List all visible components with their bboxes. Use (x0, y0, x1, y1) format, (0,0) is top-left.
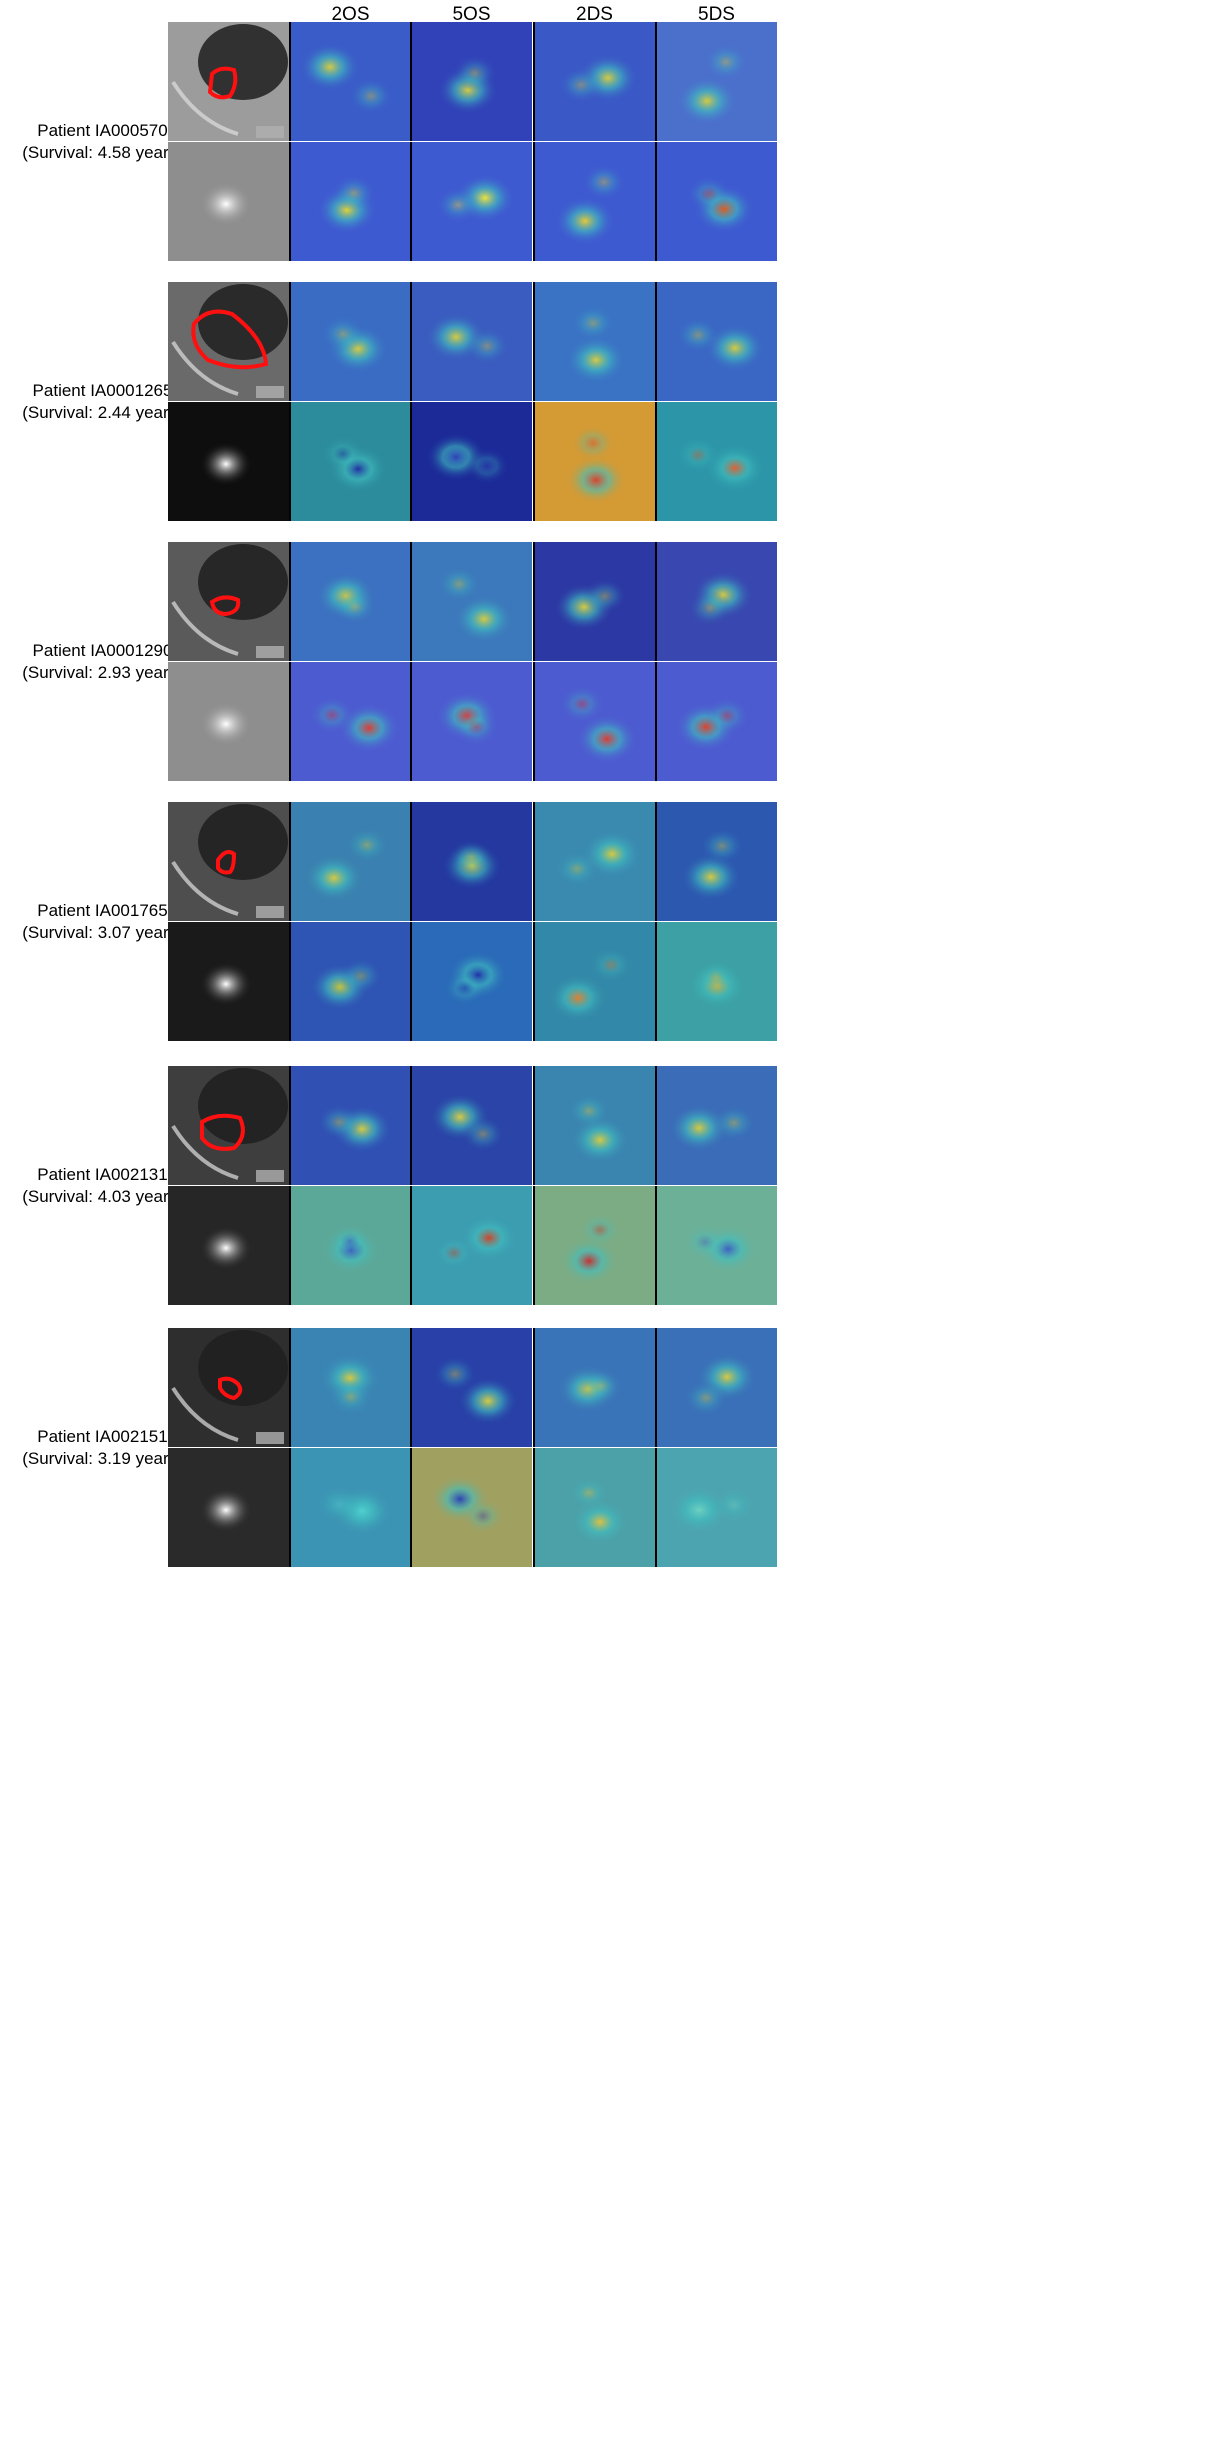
patient-3-pet-image (168, 662, 289, 781)
patient-4-pet-map-2ds (534, 922, 655, 1041)
patient-6-pet-image (168, 1448, 289, 1567)
patient-1-label: Patient IA000570 (Survival: 4.58 years) (0, 120, 205, 164)
patient-6-label: Patient IA002151 (Survival: 3.19 years) (0, 1426, 205, 1470)
patient-4-label: Patient IA001765 (Survival: 3.07 years) (0, 900, 205, 944)
patient-5-pet-map-5ds (656, 1186, 777, 1305)
patient-2-id: Patient IA0001265 (32, 381, 173, 400)
patient-4-pet-map-5os (411, 922, 532, 1041)
patient-4-row-separator (168, 921, 777, 922)
patient-2-pet-image (168, 402, 289, 521)
patient-1-pet-map-2ds (534, 142, 655, 261)
patient-5-ct-map-5os (411, 1066, 532, 1185)
patient-3-pet-map-2os (290, 662, 411, 781)
patient-5-ct-map-5ds (656, 1066, 777, 1185)
patient-5-survival: (Survival: 4.03 years) (22, 1187, 183, 1206)
patient-4-ct-image (168, 802, 289, 921)
patient-5-pet-map-2ds (534, 1186, 655, 1305)
patient-4-ct-map-5os (411, 802, 532, 921)
patient-5-ct-image (168, 1066, 289, 1185)
column-header-2ds: 2DS (576, 4, 613, 25)
patient-1-ct-map-2os (290, 22, 411, 141)
patient-6-ct-map-5ds (656, 1328, 777, 1447)
patient-1-pet-map-5ds (656, 142, 777, 261)
patient-1-survival: (Survival: 4.58 years) (22, 143, 183, 162)
patient-2-ct-map-2ds (534, 282, 655, 401)
patient-2-pet-map-2os (290, 402, 411, 521)
patient-1-row-separator (168, 141, 777, 142)
patient-4-pet-image (168, 922, 289, 1041)
patient-4-pet-map-5ds (656, 922, 777, 1041)
patient-5-label: Patient IA002131 (Survival: 4.03 years) (0, 1164, 205, 1208)
patient-2-ct-image (168, 282, 289, 401)
patient-1-pet-map-2os (290, 142, 411, 261)
patient-2-survival: (Survival: 2.44 years) (22, 403, 183, 422)
patient-3-ct-map-2os (290, 542, 411, 661)
patient-3-id: Patient IA0001290 (32, 641, 173, 660)
patient-5-ct-map-2ds (534, 1066, 655, 1185)
patient-3-pet-map-5ds (656, 662, 777, 781)
patient-2-ct-map-2os (290, 282, 411, 401)
patient-1-pet-map-5os (411, 142, 532, 261)
patient-5-pet-image (168, 1186, 289, 1305)
patient-4-id: Patient IA001765 (37, 901, 168, 920)
patient-1-ct-image (168, 22, 289, 141)
patient-6-pet-map-5ds (656, 1448, 777, 1567)
patient-6-pet-map-2ds (534, 1448, 655, 1567)
patient-3-ct-map-5ds (656, 542, 777, 661)
patient-2-pet-map-2ds (534, 402, 655, 521)
patient-3-pet-map-2ds (534, 662, 655, 781)
patient-3-ct-image (168, 542, 289, 661)
patient-2-pet-map-5os (411, 402, 532, 521)
patient-6-ct-map-5os (411, 1328, 532, 1447)
patient-1-ct-map-2ds (534, 22, 655, 141)
column-header-2os: 2OS (331, 4, 370, 25)
patient-5-pet-map-2os (290, 1186, 411, 1305)
patient-1-id: Patient IA000570 (37, 121, 168, 140)
patient-5-row-separator (168, 1185, 777, 1186)
patient-3-survival: (Survival: 2.93 years) (22, 663, 183, 682)
patient-2-ct-map-5os (411, 282, 532, 401)
patient-1-pet-image (168, 142, 289, 261)
patient-3-ct-map-2ds (534, 542, 655, 661)
patient-3-pet-map-5os (411, 662, 532, 781)
patient-6-ct-map-2ds (534, 1328, 655, 1447)
patient-5-ct-map-2os (290, 1066, 411, 1185)
patient-5-id: Patient IA002131 (37, 1165, 168, 1184)
patient-4-ct-map-2os (290, 802, 411, 921)
patient-6-row-separator (168, 1447, 777, 1448)
patient-4-survival: (Survival: 3.07 years) (22, 923, 183, 942)
patient-6-pet-map-2os (290, 1448, 411, 1567)
column-header-5os: 5OS (452, 4, 491, 25)
patient-3-ct-map-5os (411, 542, 532, 661)
patient-6-ct-map-2os (290, 1328, 411, 1447)
patient-5-pet-map-5os (411, 1186, 532, 1305)
patient-2-ct-map-5ds (656, 282, 777, 401)
patient-4-ct-map-2ds (534, 802, 655, 921)
patient-3-row-separator (168, 661, 777, 662)
patient-1-ct-map-5os (411, 22, 532, 141)
patient-4-pet-map-2os (290, 922, 411, 1041)
patient-6-ct-image (168, 1328, 289, 1447)
patient-3-label: Patient IA0001290 (Survival: 2.93 years) (0, 640, 205, 684)
patient-2-pet-map-5ds (656, 402, 777, 521)
patient-2-row-separator (168, 401, 777, 402)
patient-2-label: Patient IA0001265 (Survival: 2.44 years) (0, 380, 205, 424)
patient-1-ct-map-5ds (656, 22, 777, 141)
patient-4-ct-map-5ds (656, 802, 777, 921)
column-header-5ds: 5DS (698, 4, 735, 25)
patient-6-id: Patient IA002151 (37, 1427, 168, 1446)
patient-6-pet-map-5os (411, 1448, 532, 1567)
patient-6-survival: (Survival: 3.19 years) (22, 1449, 183, 1468)
